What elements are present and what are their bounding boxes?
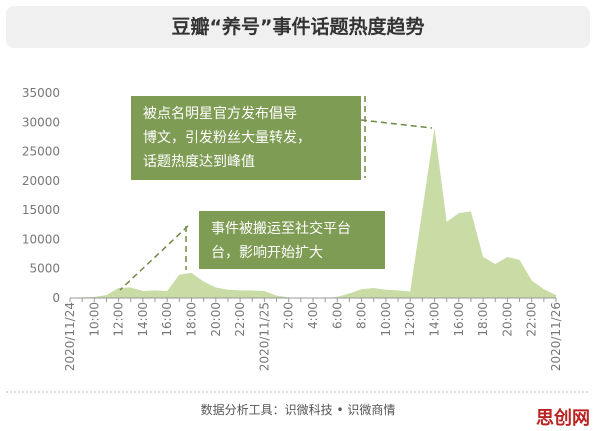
annotation-text: 话题热度达到峰值 — [143, 154, 255, 170]
annotation-box — [131, 96, 361, 180]
annotation-leader — [119, 225, 189, 291]
y-tick-label: 10000 — [22, 232, 60, 246]
x-tick-label: 22:00 — [233, 302, 247, 337]
source: 数据分析工具：识微科技 • 识微商情 — [201, 402, 396, 417]
x-tick-label: 20:00 — [500, 302, 514, 337]
x-tick-label: 18:00 — [476, 302, 490, 337]
annotation-box — [199, 211, 385, 269]
y-tick-label: 20000 — [22, 174, 60, 188]
x-tick-label: 10:00 — [379, 302, 393, 337]
x-tick-label: 14:00 — [136, 302, 150, 337]
watermark: 思创网 — [536, 407, 590, 429]
x-tick-label: 4:00 — [306, 302, 320, 329]
x-tick-label: 12:00 — [403, 302, 417, 337]
x-tick-label: 6:00 — [330, 302, 344, 329]
annotation-leader — [360, 119, 433, 129]
x-tick-label: 8:00 — [355, 302, 369, 329]
x-tick-label: 18:00 — [185, 302, 199, 337]
annotation-text: 被点名明星官方发布倡导 — [143, 106, 297, 122]
y-tick-label: 15000 — [22, 203, 60, 217]
x-tick-label: 16:00 — [160, 302, 174, 337]
y-tick-label: 0 — [52, 291, 60, 305]
chart-title: 豆瓣“养号”事件话题热度趋势 — [172, 15, 425, 38]
x-tick-label: 22:00 — [525, 302, 539, 337]
annotation-text: 事件被搬运至社交平台 — [211, 220, 351, 237]
x-tick-label: 2020/11/25 — [257, 302, 271, 371]
x-tick-label: 20:00 — [209, 302, 223, 337]
x-tick-label: 16:00 — [452, 302, 466, 337]
x-tick-label: 2020/11/26 — [549, 302, 563, 371]
annotation-text: 博文，引发粉丝大量转发， — [143, 129, 311, 146]
annotation-text: 台，影响开始扩大 — [211, 245, 323, 261]
y-tick-label: 25000 — [22, 145, 60, 159]
y-tick-label: 5000 — [29, 262, 60, 276]
x-tick-label: 12:00 — [112, 302, 126, 337]
x-tick-label: 10:00 — [87, 302, 101, 337]
x-tick-label: 14:00 — [428, 302, 442, 337]
y-tick-label: 30000 — [22, 115, 60, 129]
title-box — [6, 6, 590, 48]
x-tick-label: 2:00 — [282, 302, 296, 329]
y-tick-label: 35000 — [22, 86, 60, 100]
area — [70, 128, 556, 298]
x-tick-label: 2020/11/24 — [63, 302, 77, 371]
